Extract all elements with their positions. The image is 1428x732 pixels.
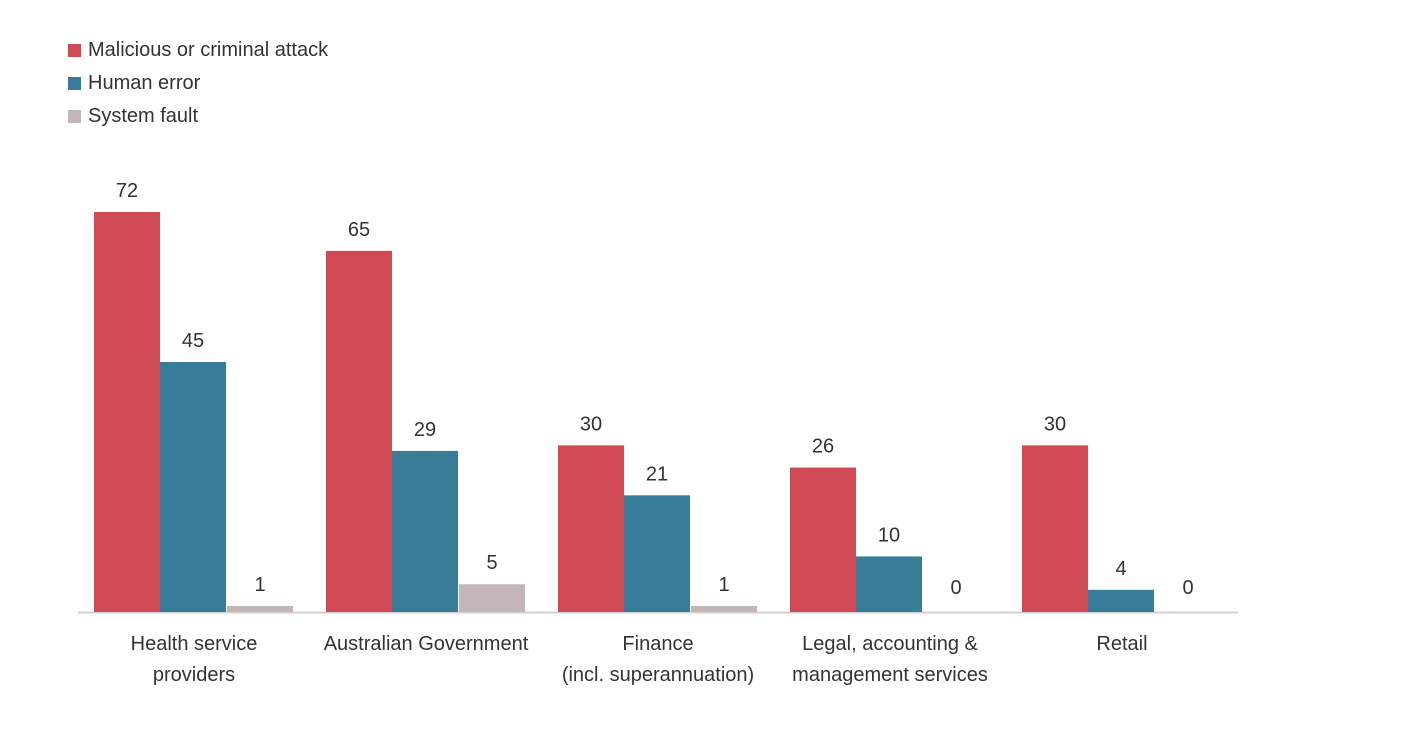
category-label-4: Retail <box>1096 633 1147 655</box>
bar-human-error-1 <box>392 450 458 612</box>
bar-human-error-2 <box>624 495 690 612</box>
category-label-0: Health service providers <box>131 633 258 686</box>
legend-item-system-fault: System fault <box>68 100 328 133</box>
data-label-malicious-2: 30 <box>580 413 602 435</box>
legend-item-human-error: Human error <box>68 67 328 100</box>
legend-swatch-system-fault <box>68 110 81 123</box>
bar-system-fault-0 <box>227 606 293 612</box>
bar-human-error-0 <box>160 362 226 612</box>
legend-label-human-error: Human error <box>88 72 201 94</box>
bar-system-fault-2 <box>691 606 757 612</box>
legend-swatch-malicious <box>68 44 81 57</box>
data-label-malicious-0: 72 <box>116 180 138 202</box>
bar-human-error-3 <box>856 556 922 612</box>
category-label-2: Finance (incl. superannuation) <box>562 633 754 686</box>
data-label-system-fault-1: 5 <box>486 552 497 574</box>
data-label-system-fault-3: 0 <box>950 577 961 599</box>
data-label-human-error-3: 10 <box>878 524 900 546</box>
legend-label-system-fault: System fault <box>88 105 199 127</box>
bar-malicious-2 <box>558 445 624 612</box>
data-label-malicious-4: 30 <box>1044 413 1066 435</box>
data-label-malicious-3: 26 <box>812 436 834 458</box>
legend-swatch-human-error <box>68 77 81 90</box>
category-label-1: Australian Government <box>324 633 529 655</box>
data-label-human-error-2: 21 <box>646 463 668 485</box>
data-label-malicious-1: 65 <box>348 219 370 241</box>
bar-malicious-1 <box>326 250 392 612</box>
legend-item-malicious: Malicious or criminal attack <box>68 34 328 67</box>
bar-malicious-4 <box>1022 445 1088 612</box>
data-label-human-error-0: 45 <box>182 330 204 352</box>
data-label-human-error-1: 29 <box>414 419 436 441</box>
data-label-system-fault-4: 0 <box>1182 577 1193 599</box>
bar-malicious-3 <box>790 467 856 612</box>
data-label-human-error-4: 4 <box>1115 558 1126 580</box>
data-label-system-fault-0: 1 <box>254 574 265 596</box>
bar-system-fault-1 <box>459 584 525 612</box>
category-label-3: Legal, accounting & management services <box>792 633 988 686</box>
bar-malicious-0 <box>94 212 160 612</box>
legend: Malicious or criminal attack Human error… <box>68 34 328 133</box>
bar-human-error-4 <box>1088 589 1154 612</box>
data-label-system-fault-2: 1 <box>718 574 729 596</box>
legend-label-malicious: Malicious or criminal attack <box>88 39 329 61</box>
